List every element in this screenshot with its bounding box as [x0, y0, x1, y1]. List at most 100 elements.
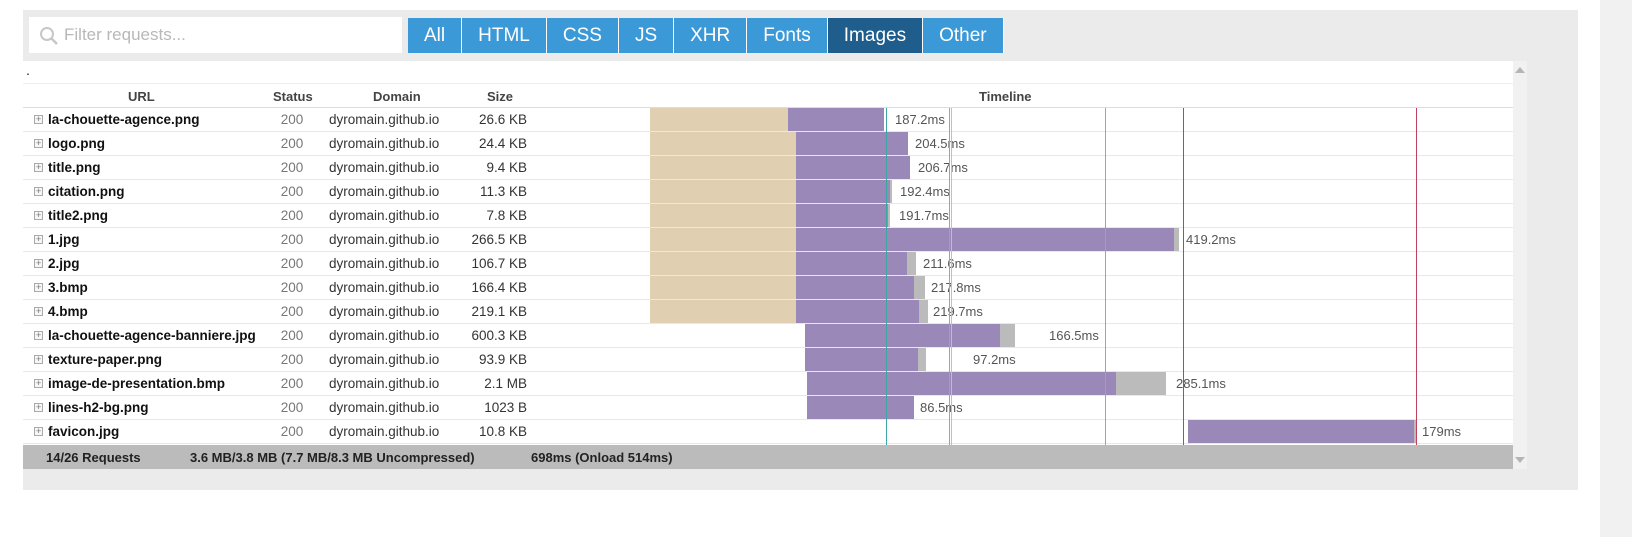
column-url[interactable]: URL [128, 89, 155, 104]
table-row[interactable]: + logo.png 200 dyromain.github.io 24.4 KB 204… [23, 132, 1513, 156]
column-domain[interactable]: Domain [373, 89, 421, 104]
requests-table: URL Status Domain Size Timeline + la-chou… [23, 83, 1513, 445]
tab-js[interactable]: JS [618, 18, 675, 53]
scroll-up-arrow-icon[interactable] [1515, 67, 1525, 73]
expand-icon[interactable]: + [34, 258, 43, 268]
expand-icon[interactable]: + [34, 354, 43, 364]
table-row[interactable]: + lines-h2-bg.png 200 dyromain.github.io 102… [23, 396, 1513, 420]
status-dot: . [23, 61, 1513, 83]
request-domain: dyromain.github.io [329, 160, 440, 175]
table-row[interactable]: +1.jpg 200 dyromain.github.io 266.5 KB 419.2… [23, 228, 1513, 252]
expand-icon[interactable]: + [34, 162, 43, 172]
timeline-receive-bar [1188, 420, 1414, 443]
request-url: logo.png [48, 136, 105, 151]
table-row[interactable]: + citation.png 200 dyromain.github.io 11.3 K… [23, 180, 1513, 204]
request-duration: 219.7ms [933, 304, 983, 319]
expand-icon[interactable]: + [34, 378, 43, 388]
table-row[interactable]: +4.bmp 200 dyromain.github.io 219.1 KB 219.7… [23, 300, 1513, 324]
expand-icon[interactable]: + [34, 186, 43, 196]
request-url: title2.png [48, 208, 108, 223]
request-duration: 166.5ms [1049, 328, 1099, 343]
request-size: 7.8 KB [486, 208, 527, 223]
request-size: 166.4 KB [471, 280, 527, 295]
request-domain: dyromain.github.io [329, 352, 440, 367]
request-size: 10.8 KB [478, 424, 527, 439]
table-row[interactable]: +2.jpg 200 dyromain.github.io 106.7 KB 211.6… [23, 252, 1513, 276]
timeline-wait-bar [650, 156, 796, 179]
tab-css[interactable]: CSS [546, 18, 619, 53]
timeline-wait-bar [650, 300, 796, 323]
tab-all[interactable]: All [408, 18, 463, 53]
timeline-marker [1416, 108, 1417, 445]
request-status: 200 [280, 352, 304, 367]
request-size: 9.4 KB [486, 160, 527, 175]
timeline-receive-bar [796, 204, 888, 227]
request-url: 4.bmp [48, 304, 88, 319]
request-status: 200 [280, 328, 304, 343]
request-size: 219.1 KB [471, 304, 527, 319]
tab-html[interactable]: HTML [462, 18, 547, 53]
timeline-idle-bar [888, 204, 890, 227]
request-domain: dyromain.github.io [329, 304, 440, 319]
timeline-idle-bar [914, 276, 925, 299]
table-header: URL Status Domain Size Timeline [23, 83, 1513, 108]
expand-icon[interactable]: + [34, 138, 43, 148]
request-duration: 187.2ms [895, 112, 945, 127]
table-scrollbar[interactable] [1513, 61, 1527, 469]
timeline-receive-bar [796, 276, 914, 299]
request-domain: dyromain.github.io [329, 400, 440, 415]
table-row[interactable]: + texture-paper.png 200 dyromain.github.io 9… [23, 348, 1513, 372]
table-row[interactable]: +3.bmp 200 dyromain.github.io 166.4 KB 217.8… [23, 276, 1513, 300]
expand-icon[interactable]: + [34, 426, 43, 436]
type-filter-tabs: All HTML CSS JS XHR Fonts Images Other [408, 18, 1004, 53]
column-timeline[interactable]: Timeline [979, 89, 1032, 104]
table-body: + la-chouette-agence.png 200 dyromain.githu… [23, 108, 1513, 444]
request-status: 200 [280, 304, 304, 319]
scroll-down-arrow-icon[interactable] [1515, 457, 1525, 463]
expand-icon[interactable]: + [34, 114, 43, 124]
timeline-receive-bar [788, 108, 884, 131]
timeline-idle-bar [907, 252, 916, 275]
expand-icon[interactable]: + [34, 282, 43, 292]
filter-box[interactable] [29, 17, 402, 53]
expand-icon[interactable]: + [34, 234, 43, 244]
request-size: 106.7 KB [471, 256, 527, 271]
tab-images[interactable]: Images [827, 18, 924, 53]
table-row[interactable]: + la-chouette-agence.png 200 dyromain.githu… [23, 108, 1513, 132]
table-row[interactable]: + title2.png 200 dyromain.github.io 7.8 KB 19… [23, 204, 1513, 228]
table-row[interactable]: + favicon.jpg 200 dyromain.github.io 10.8 KB… [23, 420, 1513, 444]
column-size[interactable]: Size [487, 89, 514, 104]
page-scrollbar[interactable] [1600, 0, 1632, 537]
timeline-receive-bar [796, 228, 1174, 251]
request-url: favicon.jpg [48, 424, 120, 439]
expand-icon[interactable]: + [34, 210, 43, 220]
request-duration: 86.5ms [920, 400, 963, 415]
summary-footer: 14/26 Requests 3.6 MB/3.8 MB (7.7 MB/8.3… [23, 445, 1513, 469]
footer-time: 698ms (Onload 514ms) [531, 450, 673, 465]
expand-icon[interactable]: + [34, 306, 43, 316]
filter-input[interactable] [64, 23, 384, 47]
tab-other[interactable]: Other [923, 18, 1004, 53]
timeline-receive-bar [796, 156, 910, 179]
expand-icon[interactable]: + [34, 402, 43, 412]
timeline-receive-bar [796, 132, 908, 155]
timeline-marker [886, 108, 887, 445]
tab-xhr[interactable]: XHR [674, 18, 748, 53]
column-status[interactable]: Status [273, 89, 313, 104]
request-status: 200 [280, 184, 304, 199]
request-status: 200 [280, 112, 304, 127]
request-status: 200 [280, 136, 304, 151]
expand-icon[interactable]: + [34, 330, 43, 340]
footer-size: 3.6 MB/3.8 MB (7.7 MB/8.3 MB Uncompresse… [190, 450, 475, 465]
tab-fonts[interactable]: Fonts [747, 18, 828, 53]
request-domain: dyromain.github.io [329, 208, 440, 223]
table-row[interactable]: + title.png 200 dyromain.github.io 9.4 KB 206… [23, 156, 1513, 180]
request-domain: dyromain.github.io [329, 232, 440, 247]
table-row[interactable]: + image-de-presentation.bmp 200 dyromain.gi… [23, 372, 1513, 396]
request-url: citation.png [48, 184, 125, 199]
request-url: 3.bmp [48, 280, 88, 295]
request-domain: dyromain.github.io [329, 136, 440, 151]
timeline-receive-bar [796, 180, 890, 203]
timeline-receive-bar [796, 300, 919, 323]
table-row[interactable]: + la-chouette-agence-banniere.jpg 200 dyrom… [23, 324, 1513, 348]
